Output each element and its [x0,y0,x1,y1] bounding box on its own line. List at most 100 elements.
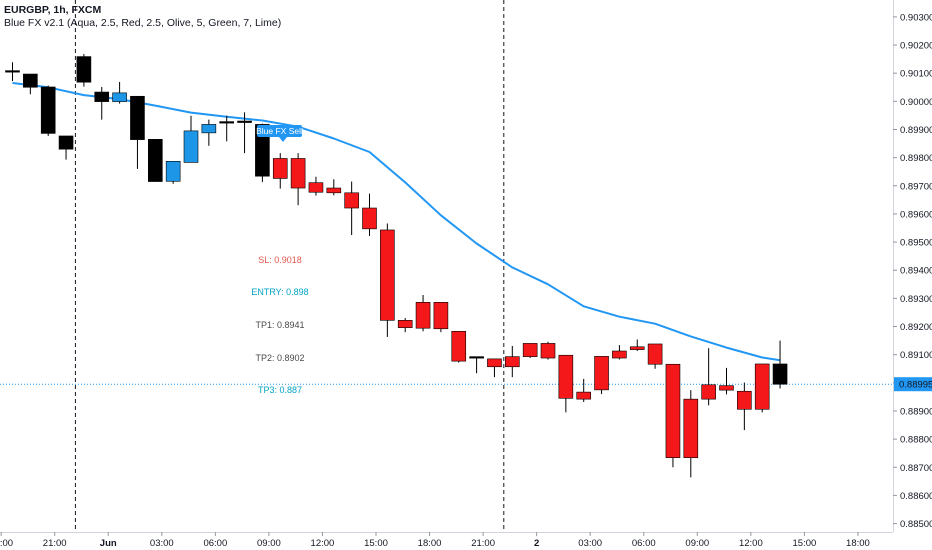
candle [701,348,716,406]
sell-signal-badge [257,125,302,137]
candle-body [380,229,395,321]
candle [183,115,199,163]
price-tick-label: 0.89600 [900,209,932,220]
candle-body [326,187,342,194]
candle [362,193,377,236]
candle-body [308,182,324,193]
time-axis[interactable]: 18:00 21:00 Jun 03:00 06:00 09:00 12:00 15:00 18… [0,532,893,549]
candle [558,354,574,413]
candle-body [237,120,252,123]
time-tick-label: 18:00 [0,538,13,549]
candle [326,179,342,196]
candle [5,62,20,82]
price-tick-label: 0.88900 [900,406,932,417]
candle [94,86,110,120]
price-tick-label: 0.90000 [900,97,932,108]
price-tick-label: 0.89700 [900,181,932,192]
price-tick-label: 0.90100 [900,69,932,80]
candle-body [558,354,574,399]
symbol-title: EURGBP, 1h, FXCM [4,4,102,16]
candle [290,153,306,206]
price-tick-label: 0.89100 [900,350,932,361]
candle [737,382,752,431]
candle [40,85,56,136]
candle-body [148,139,163,182]
candle [148,139,163,182]
trade-level-label: SL: 0.9018 [258,255,302,265]
candle-body [76,56,92,83]
trade-level-label: TP3: 0.887 [258,385,302,395]
sell-signal-pointer [279,137,287,142]
blue-fx-trend-line [12,82,781,362]
price-tick-label: 0.89900 [900,125,932,136]
candle [522,343,538,359]
price-tick-label: 0.88500 [900,519,932,530]
price-tick-label: 0.89400 [900,266,932,277]
candle-body [272,158,288,179]
candle [201,119,217,146]
candle [576,378,592,402]
candle-body [612,350,627,359]
candle [487,358,502,378]
last-price-label: 0.88995 [899,380,932,391]
candle-body [647,343,663,365]
candle-body [719,385,734,391]
candle-body [754,363,770,410]
candle [397,318,413,333]
indicator-title[interactable]: Blue FX v2.1 (Aqua, 2.5, Red, 2.5, Olive… [4,17,282,29]
candle [76,54,92,87]
candle [594,356,609,395]
candle-body [290,158,306,189]
time-tick-label: 03:00 [578,538,602,549]
price-tick-label: 0.89200 [900,322,932,333]
candle [540,341,556,360]
candles-layer [5,54,788,478]
candle-body [40,86,56,134]
sell-signal-label: Blue FX Sell [256,126,303,136]
candle-body [165,160,181,182]
candle [683,390,699,478]
candle [219,115,234,142]
candle [719,367,734,395]
candle-body [112,92,127,102]
time-tick-label: 09:00 [257,538,281,549]
candle [612,345,627,360]
candle-body [451,331,467,362]
time-tick-label: 18:00 [418,538,442,549]
candle [451,331,467,363]
candle-body [415,302,431,329]
candle [272,153,288,189]
candle [772,340,788,389]
candle-body [5,70,20,73]
last-price-label-bg [894,377,932,392]
time-tick-label: 03:00 [150,538,174,549]
candle-body [362,207,377,230]
candle [112,81,127,104]
time-tick-label: 15:00 [793,538,817,549]
signal-marker[interactable]: Blue FX Sell [256,125,303,142]
candle [23,73,38,95]
trade-level-label: ENTRY: 0.898 [251,287,308,297]
price-tick-label: 0.90300 [900,12,932,23]
candle-body [701,384,716,400]
time-tick-label: 18:00 [846,538,870,549]
trade-level-label: TP2: 0.8902 [255,353,304,363]
candle [344,181,359,236]
price-tick-label: 0.88800 [900,435,932,446]
candle [165,160,181,184]
candle-body [469,356,484,359]
candle [504,345,520,378]
candle-body [772,363,788,385]
candle-body [94,91,110,102]
candle-body [683,398,699,458]
price-tick-label: 0.88600 [900,491,932,502]
price-tick-label: 0.88700 [900,463,932,474]
candle-body [58,135,74,150]
candle [308,176,324,196]
candle-body [23,73,38,88]
trade-level-label: TP1: 0.8941 [255,320,304,330]
price-axis[interactable]: 0.90300 0.90200 0.90100 0.90000 0.89900 0.898… [893,0,932,532]
candle-body [522,343,538,357]
candle-body [255,124,270,177]
